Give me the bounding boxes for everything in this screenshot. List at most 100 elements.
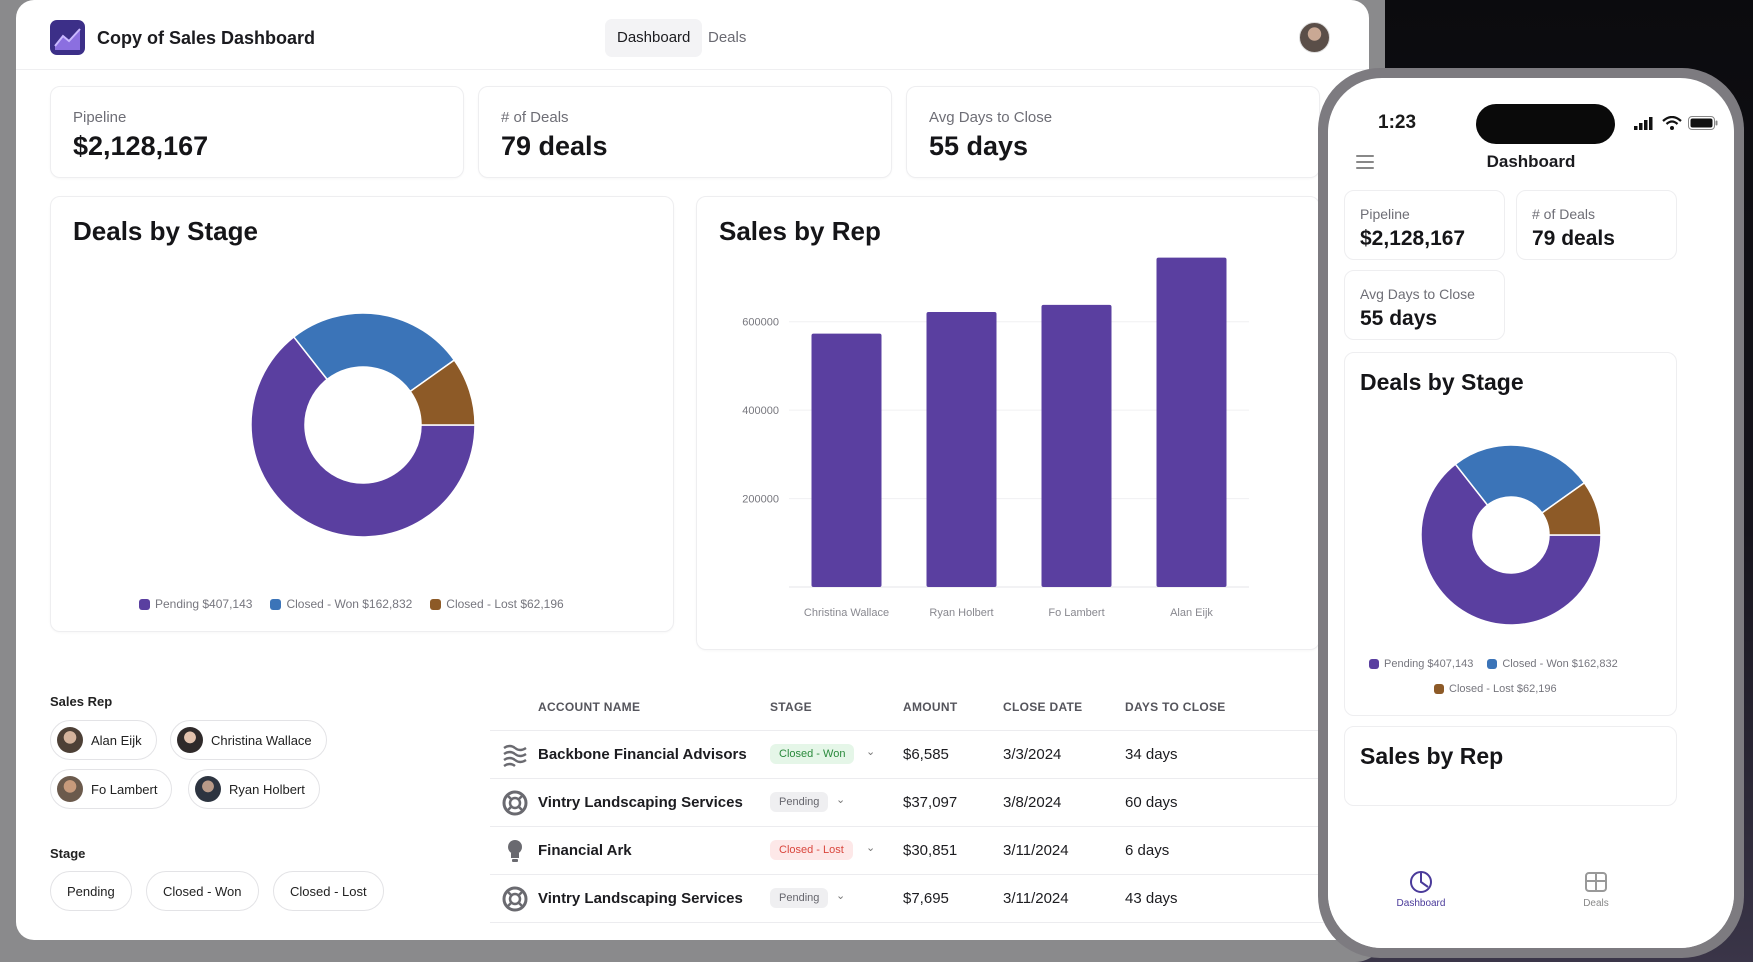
legend-item-closed-lost[interactable]: Closed - Lost $62,196 (1434, 683, 1557, 695)
status-bar-icons (1634, 116, 1718, 130)
donut-legend: Pending $407,143 Closed - Won $162,832 C… (139, 597, 564, 611)
filter-chip-closed-won[interactable]: Closed - Won (146, 871, 259, 911)
chevron-down-icon[interactable]: ⌄ (836, 890, 846, 902)
amount: $30,851 (903, 842, 958, 859)
account-name[interactable]: Backbone Financial Advisors (538, 746, 747, 763)
account-name[interactable]: Financial Ark (538, 842, 632, 859)
column-header-close-date[interactable]: CLOSE DATE (1003, 700, 1083, 714)
app-logo-icon (50, 20, 85, 55)
donut-slice-closed-lost[interactable] (409, 359, 476, 426)
phone-tab-dashboard[interactable]: Dashboard (1371, 870, 1471, 909)
filter-chip-alan-eijk[interactable]: Alan Eijk (50, 720, 157, 760)
days-to-close: 43 days (1125, 890, 1178, 907)
legend-label: Closed - Won $162,832 (286, 597, 413, 611)
kpi-value: 55 days (929, 131, 1029, 161)
kpi-label: # of Deals (501, 109, 569, 126)
stage-filter-label: Stage (50, 846, 86, 861)
sales-by-rep-card: Sales by Rep 200000 400000 600000 Christina… (696, 196, 1320, 650)
tab-dashboard[interactable]: Dashboard (605, 19, 703, 57)
phone-page-title: Dashboard (1486, 152, 1576, 171)
table-row[interactable] (490, 922, 1340, 940)
donut-slice-pending[interactable] (250, 335, 476, 538)
chevron-down-icon[interactable]: ⌄ (866, 842, 876, 854)
chip-label: Christina Wallace (211, 732, 312, 748)
phone-donut-legend: Pending $407,143 Closed - Won $162,832 (1369, 658, 1618, 670)
kpi-label: Pipeline (73, 109, 127, 126)
bar-christina-wallace[interactable] (811, 333, 882, 587)
legend-item-pending[interactable]: Pending $407,143 (139, 597, 252, 611)
hamburger-menu-icon[interactable] (1356, 155, 1374, 173)
legend-label: Pending $407,143 (155, 597, 253, 611)
amount: $7,695 (903, 890, 949, 907)
filter-chip-pending[interactable]: Pending (50, 871, 132, 911)
x-tick-label: Alan Eijk (1170, 607, 1213, 619)
phone-kpi-card-pipeline: Pipeline $2,128,167 (1344, 190, 1505, 260)
table-row[interactable]: Vintry Landscaping Services Pending ⌄ $7… (490, 874, 1340, 922)
app-title: Copy of Sales Dashboard (97, 28, 316, 48)
desktop-screen: Copy of Sales Dashboard Dashboard Deals … (16, 0, 1369, 940)
account-name[interactable]: Vintry Landscaping Services (538, 794, 743, 811)
donut-slice-closed-won[interactable] (292, 312, 456, 393)
filter-chip-christina-wallace[interactable]: Christina Wallace (170, 720, 327, 760)
wifi-icon (1662, 116, 1682, 130)
donut-slice-pending[interactable] (1420, 463, 1602, 626)
lifebuoy-icon (502, 886, 528, 912)
amount: $6,585 (903, 746, 949, 763)
x-tick-label: Christina Wallace (804, 607, 889, 619)
kpi-value: $2,128,167 (1360, 227, 1466, 250)
legend-item-closed-won[interactable]: Closed - Won $162,832 (1487, 658, 1618, 670)
donut-slice-closed-won[interactable] (1454, 444, 1586, 515)
avatar (195, 776, 221, 802)
stage-badge[interactable]: Closed - Lost (770, 840, 853, 860)
phone-tab-bar: Dashboard Deals (1328, 858, 1734, 948)
tab-deals[interactable]: Deals (708, 29, 747, 46)
bar-fo-lambert[interactable] (1041, 304, 1112, 587)
y-tick-label: 400000 (742, 405, 779, 417)
column-header-account[interactable]: ACCOUNT NAME (538, 700, 641, 714)
y-tick-label: 200000 (742, 494, 779, 506)
lightbulb-icon (508, 840, 522, 862)
bar-ryan-holbert[interactable] (926, 312, 997, 587)
chevron-down-icon[interactable]: ⌄ (866, 746, 876, 758)
table-row[interactable]: Financial Ark Closed - Lost ⌄ $30,851 3/… (490, 826, 1340, 874)
table-row[interactable]: Vintry Landscaping Services Pending ⌄ $3… (490, 778, 1340, 826)
chip-label: Alan Eijk (91, 732, 142, 748)
column-header-amount[interactable]: AMOUNT (903, 700, 958, 714)
y-tick-label: 600000 (742, 317, 779, 329)
pie-chart-icon (1410, 871, 1432, 893)
legend-item-closed-won[interactable]: Closed - Won $162,832 (270, 597, 412, 611)
account-name[interactable]: Vintry Landscaping Services (538, 890, 743, 907)
signal-icon (1634, 117, 1653, 130)
kpi-value: $2,128,167 (73, 131, 209, 161)
dynamic-island (1476, 104, 1615, 144)
status-time: 1:23 (1378, 112, 1417, 133)
bar-alan-eijk[interactable] (1156, 257, 1227, 587)
phone-deals-by-stage-card: Deals by Stage Pending $407,143 Closed -… (1344, 352, 1677, 716)
sales-by-rep-bar-chart: 200000 400000 600000 Christina Wallace Ryan … (742, 257, 1249, 619)
stage-badge[interactable]: Pending (770, 888, 829, 908)
chevron-down-icon[interactable]: ⌄ (836, 794, 846, 806)
user-avatar[interactable] (1299, 22, 1330, 53)
waves-icon (503, 744, 527, 768)
table-row[interactable]: Backbone Financial Advisors Closed - Won… (490, 730, 1340, 778)
column-header-stage[interactable]: STAGE (770, 700, 812, 714)
filter-chip-fo-lambert[interactable]: Fo Lambert (50, 769, 173, 809)
filter-chip-ryan-holbert[interactable]: Ryan Holbert (188, 769, 320, 809)
filter-chip-closed-lost[interactable]: Closed - Lost (273, 871, 384, 911)
avatar (177, 727, 203, 753)
close-date: 3/3/2024 (1003, 746, 1062, 763)
donut-slice-closed-lost[interactable] (1540, 481, 1602, 536)
legend-label: Closed - Lost $62,196 (1449, 683, 1557, 695)
kpi-value: 79 deals (501, 131, 608, 161)
phone-kpi-card-avg-days: Avg Days to Close 55 days (1344, 270, 1505, 340)
column-header-days-to-close[interactable]: DAYS TO CLOSE (1125, 700, 1226, 714)
stage-badge[interactable]: Closed - Won (770, 744, 855, 764)
tab-label: Dashboard (1396, 898, 1446, 909)
phone-sales-by-rep-card: Sales by Rep (1344, 726, 1677, 806)
kpi-card-deals: # of Deals 79 deals (478, 86, 892, 178)
legend-item-closed-lost[interactable]: Closed - Lost $62,196 (430, 597, 564, 611)
legend-item-pending[interactable]: Pending $407,143 (1369, 658, 1473, 670)
phone-tab-deals[interactable]: Deals (1546, 870, 1646, 909)
desktop-device-frame: Copy of Sales Dashboard Dashboard Deals … (0, 0, 1385, 962)
stage-badge[interactable]: Pending (770, 792, 829, 812)
